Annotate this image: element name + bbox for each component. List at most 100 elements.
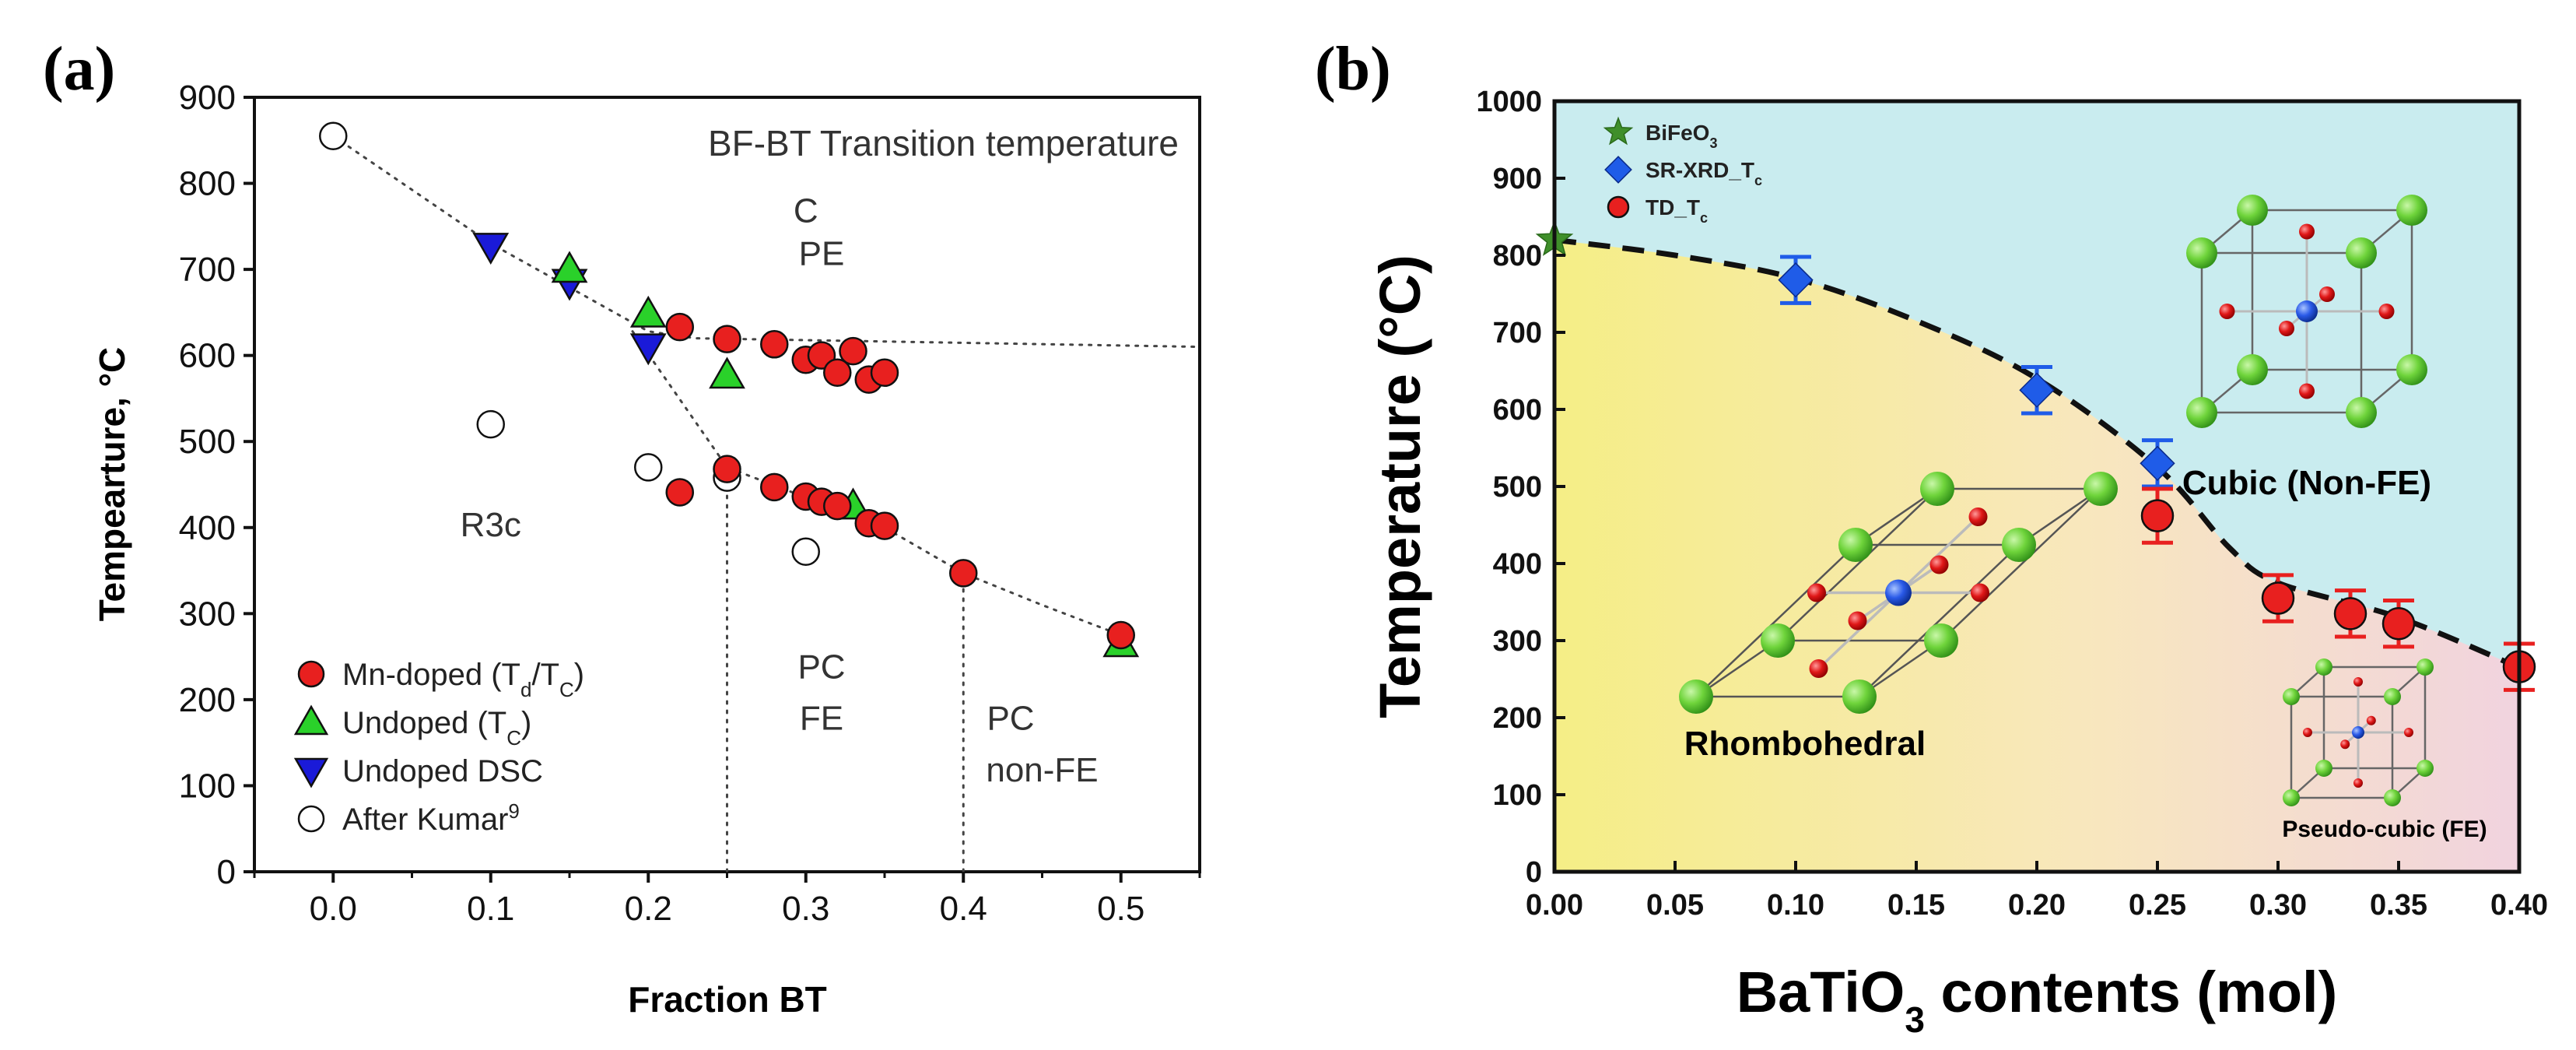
data-point	[2140, 499, 2175, 532]
data-point	[713, 455, 741, 483]
legend-text: Undoped (T	[342, 706, 506, 740]
crystal-oxygen-atom	[2404, 728, 2413, 737]
crystal-a-site-atom	[2237, 354, 2268, 385]
legend-marker	[1607, 195, 1630, 219]
region-annotation: C	[794, 191, 818, 230]
legend-label: SR-XRD_Tc	[1645, 158, 1762, 188]
panel-b-x-label-main: BaTiO	[1737, 960, 1905, 1024]
y-tick-label: 100	[179, 767, 236, 805]
panel-a-annotations: C PE R3c PC FE PC non-FE	[461, 191, 1099, 789]
data-point	[2261, 581, 2295, 615]
legend-marker	[293, 704, 329, 736]
crystal-oxygen-atom	[1968, 507, 1988, 526]
data-point	[839, 336, 867, 366]
data-point	[870, 511, 899, 540]
panel-b-x-label: BaTiO3 contents (mol)	[1737, 960, 2338, 1040]
x-tick-label: 0.3	[782, 890, 829, 928]
crystal-oxygen-atom	[2299, 223, 2315, 240]
x-tick-label: 0.30	[2249, 889, 2307, 922]
region-annotation: PC	[797, 648, 845, 686]
crystal-a-site-atom	[2346, 397, 2377, 428]
crystal-a-site-atom	[2384, 688, 2401, 705]
y-tick-label: 200	[179, 681, 236, 719]
data-point	[2140, 445, 2175, 481]
data-point	[760, 330, 789, 359]
crystal-edge	[1859, 544, 2020, 697]
x-tick-label: 0.1	[467, 890, 514, 928]
crystal-b-site-atom	[2352, 726, 2364, 739]
crystal-oxygen-atom	[2319, 286, 2335, 302]
crystal-oxygen-atom	[2219, 304, 2235, 319]
crystal-a-site-atom	[2084, 472, 2118, 506]
x-tick-label: 0.00	[1526, 889, 1583, 922]
data-point	[629, 295, 667, 328]
y-tick-label: 500	[1493, 471, 1542, 504]
y-tick-label: 400	[179, 509, 236, 547]
data-point	[551, 251, 588, 283]
legend-subscript: c	[1700, 210, 1708, 226]
crystal-oxygen-atom	[2353, 778, 2363, 788]
panel-b-y-axis: 0 100 200 300 400 500 600 700 800 900 1000	[1476, 86, 1565, 889]
x-tick-label: 0.15	[1887, 889, 1945, 922]
legend-marker	[297, 660, 325, 688]
data-point	[319, 121, 348, 150]
crystal-oxygen-atom	[2340, 739, 2350, 750]
crystal-a-site-atom	[1924, 623, 1958, 658]
panel-b-crystal-illustrations	[1679, 195, 2434, 806]
y-tick-label: 0	[1526, 856, 1542, 889]
x-tick-label: 0.2	[625, 890, 672, 928]
region-annotation: non-FE	[986, 751, 1098, 789]
panel-a-label: (a)	[43, 35, 115, 104]
x-tick-label: 0.40	[2490, 889, 2548, 922]
crystal-edge	[1940, 488, 2101, 641]
region-annotation: PE	[799, 235, 845, 273]
y-tick-label: 300	[1493, 625, 1542, 658]
legend-text: Mn-doped (T	[342, 658, 520, 692]
crystal-oxygen-atom	[1807, 583, 1826, 602]
region-annotation: FE	[800, 700, 843, 738]
y-tick-label: 700	[179, 251, 236, 289]
legend-text: TD_T	[1645, 195, 1700, 219]
crystal-a-site-atom	[2237, 195, 2268, 226]
y-tick-label: 600	[179, 337, 236, 375]
crystal-a-site-atom	[2384, 789, 2401, 806]
panel-a-x-label: Fraction BT	[628, 979, 827, 1020]
data-point	[476, 409, 505, 439]
data-point	[709, 356, 745, 389]
region-label-cubic: Cubic (Non-FE)	[2182, 464, 2431, 502]
y-tick-label: 0	[217, 853, 236, 891]
y-tick-label: 1000	[1476, 86, 1542, 118]
x-tick-label: 0.5	[1097, 890, 1144, 928]
crystal-a-site-atom	[2417, 760, 2434, 777]
crystal-a-site-atom	[2346, 237, 2377, 269]
crystal-edge	[1695, 544, 1856, 697]
x-tick-label: 0.0	[310, 890, 357, 928]
y-tick-label: 200	[1493, 702, 1542, 735]
panel-a-guide-lines	[331, 135, 1201, 873]
y-tick-label: 300	[179, 595, 236, 633]
panel-b-label: (b)	[1315, 35, 1391, 104]
data-point	[823, 491, 852, 521]
legend-label: Mn-doped (Td/TC)	[342, 658, 584, 701]
crystal-a-site-atom	[2186, 237, 2217, 269]
crystal-b-site-atom	[2296, 300, 2318, 322]
panel-b-x-label-sub: 3	[1905, 999, 1925, 1040]
data-point	[2381, 606, 2416, 641]
legend-label: BiFeO3	[1645, 121, 1717, 151]
panel-a-legend: Mn-doped (Td/TC)Undoped (TC)Undoped DSCA…	[293, 658, 584, 837]
crystal-bond	[1817, 592, 1900, 670]
y-tick-label: 500	[179, 423, 236, 461]
legend-text: Undoped DSC	[342, 754, 543, 788]
panel-b-legend: BiFeO3 SR-XRD_Tc TD_Tc	[1603, 116, 1762, 226]
crystal-oxygen-atom	[2279, 321, 2294, 336]
crystal-a-site-atom	[1842, 680, 1877, 714]
region-label-rhombohedral: Rhombohedral	[1684, 725, 1926, 763]
x-tick-label: 0.25	[2129, 889, 2186, 922]
data-point	[1778, 262, 1814, 298]
legend-text: )	[574, 658, 584, 692]
panel-a-title: BF-BT Transition temperature	[708, 123, 1179, 163]
y-tick-label: 700	[1493, 317, 1542, 349]
x-tick-label: 0.05	[1646, 889, 1704, 922]
phase-boundary-dashed-line	[1554, 237, 2521, 670]
